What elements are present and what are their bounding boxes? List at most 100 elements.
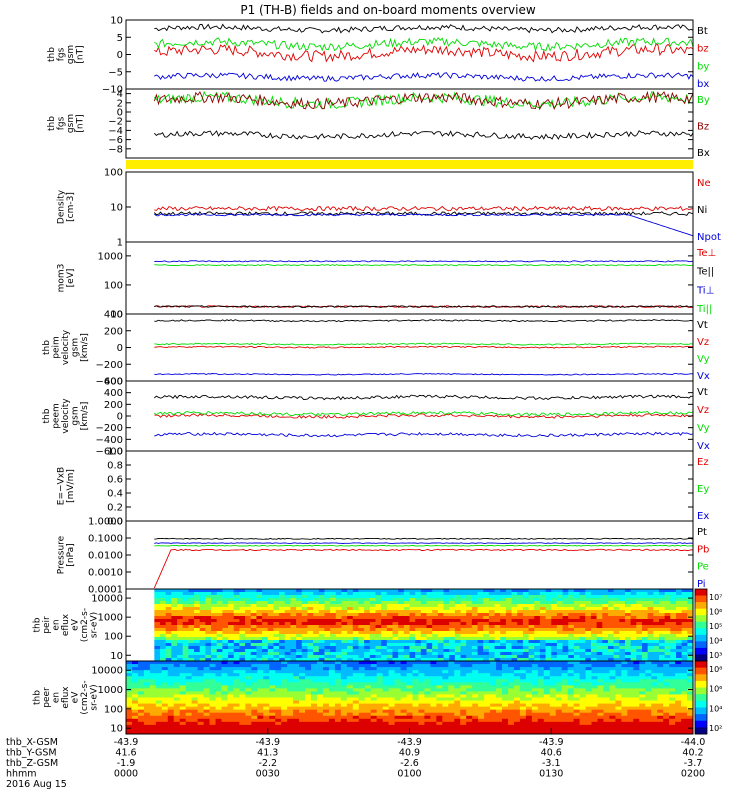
spectrogram-cell bbox=[568, 595, 575, 599]
spectrogram-cell bbox=[228, 640, 235, 644]
spectrogram-cell bbox=[647, 592, 654, 596]
spectrogram-cell bbox=[352, 718, 360, 723]
spectrogram-cell bbox=[651, 706, 658, 711]
spectrogram-cell bbox=[199, 655, 206, 659]
spectrogram-cell bbox=[233, 694, 240, 699]
spectrogram-cell bbox=[636, 619, 643, 623]
spectrogram-cell bbox=[478, 703, 485, 708]
spectrogram-cell bbox=[330, 652, 337, 656]
spectrogram-cell bbox=[386, 658, 394, 661]
spectrogram-cell bbox=[511, 610, 518, 614]
spectrogram-cell bbox=[430, 697, 437, 702]
spectrogram-cell bbox=[607, 589, 615, 593]
spectrogram-cell bbox=[352, 682, 360, 686]
spectrogram-cell bbox=[424, 715, 431, 720]
spectrogram-cell bbox=[658, 652, 666, 656]
spectrogram-cell bbox=[305, 709, 312, 714]
spectrogram-cell bbox=[675, 676, 682, 680]
spectrogram-cell bbox=[418, 667, 426, 671]
spectrogram-cell bbox=[275, 703, 282, 708]
spectrogram-cell bbox=[641, 631, 649, 635]
spectrogram-cell bbox=[324, 592, 331, 596]
spectrogram-cell bbox=[267, 622, 275, 626]
spectrogram-cell bbox=[216, 601, 223, 605]
spectrogram-cell bbox=[585, 619, 592, 623]
spectrogram-cell bbox=[322, 727, 330, 732]
spectrogram-cell bbox=[681, 595, 688, 599]
spectrogram-cell bbox=[149, 724, 157, 729]
spectrogram-cell bbox=[596, 604, 603, 608]
spectrogram-cell bbox=[137, 730, 145, 734]
spectrogram-cell bbox=[269, 670, 276, 674]
spectrogram-cell bbox=[460, 724, 467, 729]
spectrogram-cell bbox=[647, 598, 654, 602]
spectrogram-cell bbox=[334, 724, 342, 729]
ephemeris-value: 40.2 bbox=[682, 748, 703, 759]
spectrogram-cell bbox=[534, 598, 541, 602]
legend-label: Ti|| bbox=[696, 304, 712, 315]
spectrogram-cell bbox=[216, 631, 223, 635]
spectrogram-cell bbox=[675, 661, 682, 665]
spectrogram-cell bbox=[222, 616, 229, 620]
spectrogram-cell bbox=[137, 679, 145, 683]
spectrogram-cell bbox=[653, 610, 660, 614]
spectrogram-cell bbox=[191, 700, 199, 705]
spectrogram-cell bbox=[442, 685, 449, 689]
spectrogram-cell bbox=[209, 715, 217, 720]
spectrogram-cell bbox=[647, 628, 654, 632]
spectrogram-cell bbox=[409, 616, 416, 620]
spectrogram-cell bbox=[149, 694, 157, 699]
spectrogram-cell bbox=[394, 730, 402, 734]
spectrogram-cell bbox=[341, 628, 348, 632]
spectrogram-cell bbox=[460, 688, 467, 693]
spectrogram-cell bbox=[233, 622, 240, 626]
spectrogram-cell bbox=[519, 703, 527, 708]
spectrogram-cell bbox=[579, 688, 587, 693]
spectrogram-cell bbox=[494, 616, 501, 620]
spectrogram-cell bbox=[281, 667, 288, 671]
spectrogram-cell bbox=[403, 634, 411, 638]
ephemeris-value: 40.9 bbox=[399, 748, 420, 759]
spectrogram-cell bbox=[545, 622, 552, 626]
spectrogram-cell bbox=[624, 619, 632, 623]
spectrogram-cell bbox=[197, 697, 205, 702]
spectrogram-cell bbox=[639, 694, 646, 699]
spectrogram-cell bbox=[341, 634, 348, 638]
spectrogram-cell bbox=[437, 598, 445, 602]
spectrogram-cell bbox=[171, 649, 178, 653]
spectrogram-cell bbox=[296, 601, 303, 605]
spectrogram-cell bbox=[448, 685, 455, 689]
spectrogram-cell bbox=[454, 613, 462, 617]
spectrogram-cell bbox=[627, 697, 634, 702]
spectrogram-cell bbox=[340, 673, 348, 677]
spectrogram-cell bbox=[531, 730, 539, 734]
spectrogram-cell bbox=[167, 694, 175, 699]
spectrogram-cell bbox=[328, 670, 336, 674]
spectrogram-cell bbox=[381, 625, 388, 629]
spectrogram-cell bbox=[645, 709, 652, 714]
spectrogram-cell bbox=[551, 595, 558, 599]
spectrogram-cell bbox=[160, 643, 167, 647]
spectrogram-cell bbox=[517, 637, 524, 641]
spectrogram-cell bbox=[539, 631, 547, 635]
spectrogram-cell bbox=[161, 679, 169, 683]
y-axis-label: (cm2-s- bbox=[80, 608, 90, 642]
spectrogram-cell bbox=[579, 619, 586, 623]
spectrogram-cell bbox=[203, 718, 211, 723]
spectrogram-cell bbox=[299, 682, 306, 686]
spectrogram-cell bbox=[647, 607, 654, 611]
spectrogram-cell bbox=[358, 589, 365, 593]
spectrogram-cell bbox=[537, 667, 545, 671]
spectrogram-cell bbox=[511, 592, 518, 596]
spectrogram-cell bbox=[615, 661, 622, 665]
spectrogram-cell bbox=[449, 631, 456, 635]
spectrogram-cell bbox=[301, 616, 309, 620]
spectrogram-cell bbox=[531, 727, 539, 732]
spectrogram-cell bbox=[613, 619, 620, 623]
spectrogram-cell bbox=[188, 619, 195, 623]
spectrogram-cell bbox=[290, 643, 297, 647]
spectrogram-cell bbox=[585, 634, 592, 638]
spectrogram-cell bbox=[624, 601, 632, 605]
spectrogram-cell bbox=[621, 700, 628, 705]
spectrogram-cell bbox=[191, 718, 199, 723]
